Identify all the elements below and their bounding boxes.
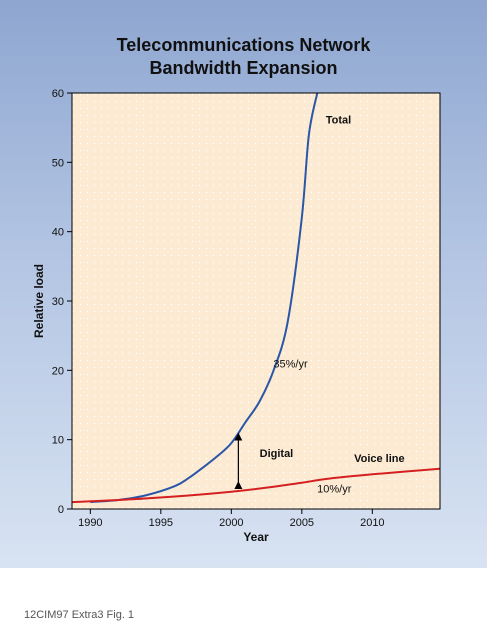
y-axis-label: Relative load <box>32 264 46 338</box>
y-tick-label: 40 <box>52 227 64 239</box>
dot-grid <box>72 93 440 509</box>
y-tick-label: 50 <box>52 157 64 169</box>
chart-title: Telecommunications Network Bandwidth Exp… <box>0 34 487 80</box>
x-tick-label: 1995 <box>149 517 173 529</box>
x-axis-label: Year <box>243 530 269 544</box>
series-line-voice-line <box>72 467 440 504</box>
y-tick-label: 60 <box>52 88 64 100</box>
annotation-digital: Digital <box>260 448 294 460</box>
annotation-10-yr: 10%/yr <box>317 483 352 495</box>
footer <box>0 578 487 640</box>
x-tick-label: 2005 <box>290 517 314 529</box>
x-tick-label: 1990 <box>78 517 102 529</box>
chart-title-line-2: Bandwidth Expansion <box>149 58 338 78</box>
annotation-voice-line: Voice line <box>354 453 405 465</box>
x-tick-label: 2010 <box>360 517 384 529</box>
annotation-total: Total <box>326 115 351 127</box>
series-line-total <box>90 93 319 504</box>
y-tick-label: 20 <box>52 365 64 377</box>
chart-title-line-1: Telecommunications Network <box>116 35 371 55</box>
figure-caption: 12CIM97 Extra3 Fig. 1 <box>24 609 135 621</box>
line-chart: 0 10 20 30 40 50 60 1990 1995 2000 2005 2010 Year Rel… <box>32 88 441 544</box>
y-tick-label: 0 <box>58 504 64 516</box>
x-tick-label: 2000 <box>219 517 243 529</box>
plot-frame <box>71 92 441 510</box>
y-tick-label: 30 <box>52 296 64 308</box>
y-tick-label: 10 <box>52 435 64 447</box>
annotation-35-yr: 35%/yr <box>273 359 308 371</box>
